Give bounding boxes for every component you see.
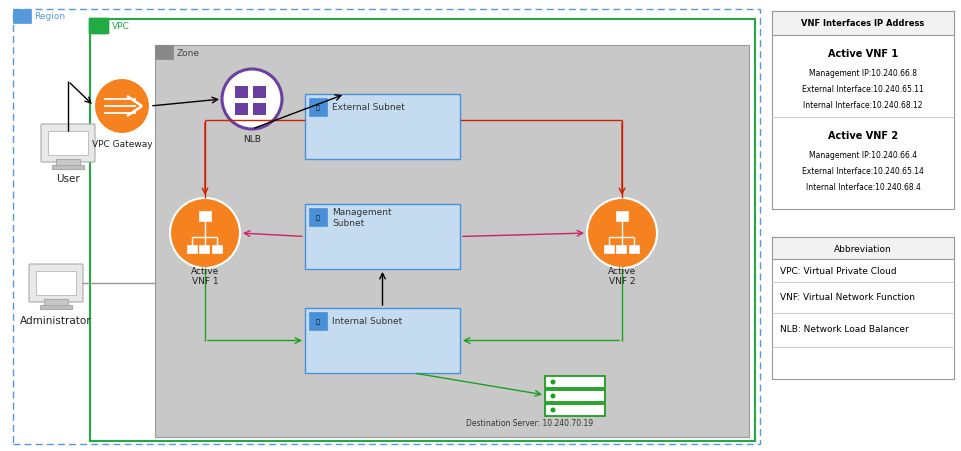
Text: Active
VNF 2: Active VNF 2 bbox=[607, 266, 635, 285]
Text: 🔒: 🔒 bbox=[316, 318, 320, 324]
Text: Destination Server: 10.240.70.19: Destination Server: 10.240.70.19 bbox=[466, 418, 593, 427]
Text: External Interface:10.240.65.11: External Interface:10.240.65.11 bbox=[801, 85, 923, 94]
Text: NLB: NLB bbox=[243, 135, 260, 144]
Text: Active
VNF 1: Active VNF 1 bbox=[190, 266, 219, 285]
FancyBboxPatch shape bbox=[234, 104, 248, 116]
Ellipse shape bbox=[170, 198, 239, 268]
FancyBboxPatch shape bbox=[155, 46, 173, 60]
Text: 🔒: 🔒 bbox=[316, 105, 320, 110]
Text: Administrator: Administrator bbox=[20, 315, 91, 325]
FancyBboxPatch shape bbox=[234, 87, 248, 99]
Text: Management IP:10.240.66.4: Management IP:10.240.66.4 bbox=[808, 151, 916, 160]
Text: Internal Subnet: Internal Subnet bbox=[332, 317, 402, 326]
Text: Active VNF 1: Active VNF 1 bbox=[827, 49, 898, 59]
Text: External Interface:10.240.65.14: External Interface:10.240.65.14 bbox=[801, 167, 923, 176]
FancyBboxPatch shape bbox=[199, 245, 209, 253]
Ellipse shape bbox=[586, 198, 656, 268]
FancyBboxPatch shape bbox=[36, 272, 76, 295]
Text: Abbreviation: Abbreviation bbox=[833, 244, 891, 253]
FancyBboxPatch shape bbox=[615, 212, 628, 221]
Text: Management
Subnet: Management Subnet bbox=[332, 208, 391, 227]
FancyBboxPatch shape bbox=[253, 104, 266, 116]
Text: NLB: Network Load Balancer: NLB: Network Load Balancer bbox=[779, 325, 908, 334]
Text: Zone: Zone bbox=[177, 48, 200, 57]
FancyBboxPatch shape bbox=[56, 160, 80, 168]
FancyBboxPatch shape bbox=[771, 238, 953, 259]
FancyBboxPatch shape bbox=[615, 245, 626, 253]
FancyBboxPatch shape bbox=[308, 208, 327, 226]
FancyBboxPatch shape bbox=[48, 132, 87, 156]
Circle shape bbox=[550, 394, 554, 399]
Text: VPC: Virtual Private Cloud: VPC: Virtual Private Cloud bbox=[779, 266, 896, 275]
FancyBboxPatch shape bbox=[44, 299, 68, 307]
FancyBboxPatch shape bbox=[545, 404, 604, 416]
Text: Internal Interface:10.240.68.4: Internal Interface:10.240.68.4 bbox=[804, 183, 920, 192]
FancyBboxPatch shape bbox=[186, 245, 197, 253]
FancyBboxPatch shape bbox=[308, 312, 327, 330]
Text: VNF: Virtual Network Function: VNF: Virtual Network Function bbox=[779, 293, 914, 302]
Text: Internal Interface:10.240.68.12: Internal Interface:10.240.68.12 bbox=[802, 101, 922, 110]
FancyBboxPatch shape bbox=[29, 264, 83, 302]
Text: 🔒: 🔒 bbox=[316, 215, 320, 220]
FancyBboxPatch shape bbox=[211, 245, 222, 253]
Text: VNF Interfaces IP Address: VNF Interfaces IP Address bbox=[801, 19, 924, 28]
FancyBboxPatch shape bbox=[89, 19, 109, 35]
FancyBboxPatch shape bbox=[199, 212, 210, 221]
FancyBboxPatch shape bbox=[155, 46, 749, 437]
Text: Management IP:10.240.66.8: Management IP:10.240.66.8 bbox=[808, 69, 916, 78]
FancyBboxPatch shape bbox=[13, 10, 31, 24]
Ellipse shape bbox=[222, 70, 282, 130]
Ellipse shape bbox=[94, 79, 150, 135]
FancyBboxPatch shape bbox=[308, 99, 327, 117]
FancyBboxPatch shape bbox=[305, 95, 459, 160]
FancyBboxPatch shape bbox=[41, 125, 95, 163]
Circle shape bbox=[550, 408, 554, 413]
Text: Active VNF 2: Active VNF 2 bbox=[827, 131, 898, 141]
FancyBboxPatch shape bbox=[771, 12, 953, 210]
Text: VPC Gateway: VPC Gateway bbox=[91, 140, 152, 149]
Circle shape bbox=[550, 380, 554, 385]
FancyBboxPatch shape bbox=[545, 390, 604, 402]
Text: User: User bbox=[56, 174, 80, 184]
FancyBboxPatch shape bbox=[40, 305, 72, 309]
FancyBboxPatch shape bbox=[253, 87, 266, 99]
FancyBboxPatch shape bbox=[52, 166, 84, 170]
FancyBboxPatch shape bbox=[305, 205, 459, 269]
FancyBboxPatch shape bbox=[771, 238, 953, 379]
FancyBboxPatch shape bbox=[305, 308, 459, 373]
Text: VPC: VPC bbox=[111, 22, 130, 31]
FancyBboxPatch shape bbox=[628, 245, 638, 253]
Text: External Subnet: External Subnet bbox=[332, 103, 405, 112]
FancyBboxPatch shape bbox=[604, 245, 613, 253]
Text: Region: Region bbox=[34, 12, 65, 21]
FancyBboxPatch shape bbox=[771, 12, 953, 36]
FancyBboxPatch shape bbox=[545, 376, 604, 388]
